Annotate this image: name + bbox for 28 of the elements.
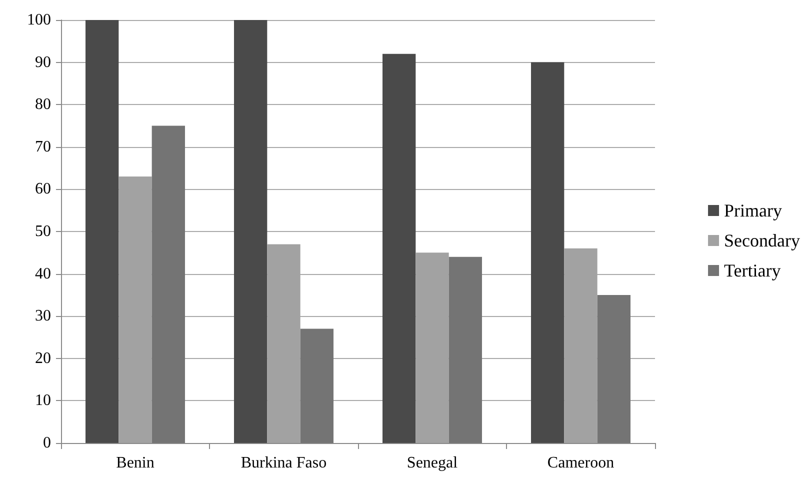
x-tick-label: Cameroon (547, 454, 614, 472)
y-tick-label: 100 (27, 12, 51, 28)
bar (118, 176, 152, 443)
bar (531, 62, 564, 443)
legend-label: Primary (724, 200, 782, 220)
bar (86, 20, 119, 443)
y-tick-label: 30 (35, 308, 51, 325)
y-tick-label: 50 (35, 223, 51, 240)
y-tick-label: 70 (35, 138, 51, 156)
y-tick-label: 80 (35, 96, 51, 114)
y-tick-label: 40 (35, 265, 51, 282)
y-tick-label: 60 (35, 180, 51, 198)
bar (300, 328, 334, 443)
bar (597, 294, 630, 443)
y-tick-label: 20 (35, 350, 51, 367)
legend-label: Secondary (724, 230, 800, 250)
bar (234, 20, 268, 443)
bar (448, 256, 482, 443)
y-tick-label: 90 (35, 54, 51, 71)
y-tick-label: 0 (43, 434, 51, 452)
y-tick-label: 10 (35, 392, 51, 410)
x-tick-label: Benin (116, 454, 154, 472)
legend-label: Tertiary (724, 260, 781, 280)
x-tick-label: Burkina Faso (240, 454, 327, 472)
bar (152, 126, 185, 443)
bar (382, 54, 416, 443)
x-tick-label: Senegal (406, 454, 458, 472)
bar (416, 252, 449, 443)
